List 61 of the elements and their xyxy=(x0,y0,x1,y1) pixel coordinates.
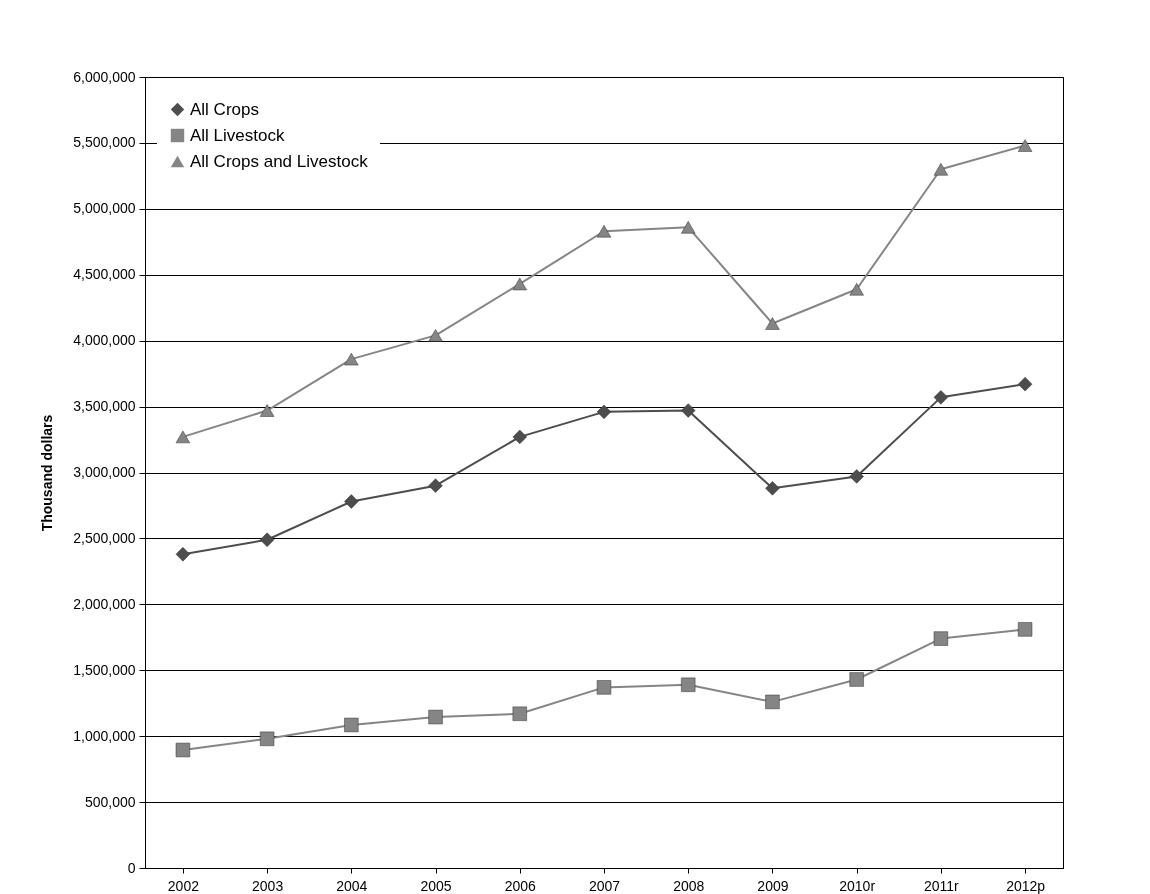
y-tick-label: 1,000,000 xyxy=(73,727,136,744)
x-tick-label: 2012p xyxy=(1006,877,1046,894)
point xyxy=(596,404,612,419)
point xyxy=(428,329,443,342)
point xyxy=(681,677,696,692)
point xyxy=(765,481,780,496)
point xyxy=(175,742,191,758)
y-tick-label: 5,500,000 xyxy=(73,134,136,151)
point xyxy=(428,709,443,725)
point xyxy=(765,694,780,710)
point xyxy=(933,163,949,176)
y-tick-label: 1,500,000 xyxy=(73,661,136,678)
point xyxy=(512,706,527,721)
point xyxy=(512,429,527,445)
y-tick-label: 0 xyxy=(127,859,136,876)
x-tick-label: 2011r xyxy=(923,877,960,894)
point xyxy=(849,283,864,296)
point xyxy=(849,672,864,687)
point xyxy=(933,390,949,405)
y-tick-label: 4,000,000 xyxy=(73,332,136,349)
y-tick-label: 5,000,000 xyxy=(73,200,136,217)
x-tick-label: 2008 xyxy=(673,877,705,894)
point xyxy=(344,717,359,733)
point xyxy=(259,731,275,746)
point xyxy=(344,352,359,366)
point xyxy=(175,430,191,444)
y-tick-label: 500,000 xyxy=(84,793,136,810)
point xyxy=(1017,139,1033,152)
point xyxy=(1017,622,1033,637)
x-tick-label: 2005 xyxy=(420,877,452,894)
point xyxy=(259,532,275,547)
point xyxy=(681,221,696,234)
legend-label: All Crops and Livestock xyxy=(190,151,369,171)
point xyxy=(596,680,612,695)
y-tick-label: 2,500,000 xyxy=(73,529,136,546)
y-tick-label: 3,000,000 xyxy=(73,464,136,480)
y-tick-label: 2,000,000 xyxy=(73,595,136,612)
y-tick-label: 6,000,000 xyxy=(73,68,136,85)
point xyxy=(344,494,359,509)
y-tick-label: 3,500,000 xyxy=(73,398,136,415)
legend-label: All Livestock xyxy=(190,125,285,145)
y-axis-title: Thousand dollars xyxy=(39,414,56,532)
point xyxy=(259,404,275,417)
point xyxy=(1017,377,1033,392)
x-tick-label: 2010r xyxy=(839,877,876,894)
x-tick-label: 2003 xyxy=(252,877,284,894)
point xyxy=(681,403,696,418)
x-tick-label: 2009 xyxy=(757,877,789,894)
point xyxy=(512,277,527,291)
point xyxy=(765,317,780,330)
x-tick-label: 2002 xyxy=(167,877,200,894)
legend-label: All Crops xyxy=(190,99,259,119)
point xyxy=(849,469,864,484)
point xyxy=(933,631,949,646)
point xyxy=(596,225,612,238)
y-tick-label: 4,500,000 xyxy=(73,266,136,283)
x-tick-label: 2004 xyxy=(336,877,368,894)
x-tick-label: 2006 xyxy=(504,877,537,894)
point xyxy=(175,547,191,562)
x-tick-label: 2007 xyxy=(588,877,621,894)
point xyxy=(428,478,443,493)
